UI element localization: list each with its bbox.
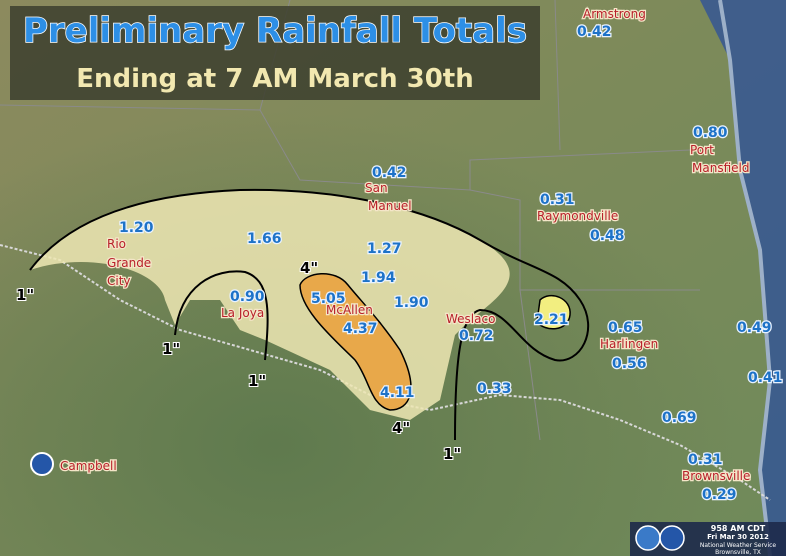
place-name: Brownsville (682, 469, 750, 483)
rainfall-value: 2.21 (534, 312, 569, 328)
stamp-logo (635, 525, 661, 551)
rio-grande (0, 244, 771, 501)
rainfall-value: 0.49 (737, 320, 772, 336)
rainfall-value: 1.27 (367, 241, 402, 257)
rainfall-value: 0.48 (590, 228, 625, 244)
stamp-line: Brownsville, TX (715, 549, 761, 556)
contour-label: 1" (16, 286, 34, 304)
rainfall-value: 0.56 (612, 356, 647, 372)
place-name: Armstrong (583, 7, 646, 21)
place-name: La Joya (221, 306, 264, 320)
rainfall-value: 1.20 (119, 220, 154, 236)
contour-label: 1" (162, 340, 180, 358)
rainfall-value: 0.80 (693, 125, 728, 141)
rainfall-value: 1.94 (361, 270, 396, 286)
place-name: San (365, 181, 388, 195)
place-name: Weslaco (446, 312, 495, 326)
place-name: Mansfield (692, 161, 749, 175)
rainfall-value: 0.65 (608, 320, 643, 336)
place-name: Raymondville (537, 209, 618, 223)
rainfall-value: 0.42 (577, 24, 612, 40)
place-name: Harlingen (600, 337, 658, 351)
rainfall-value: 0.90 (230, 289, 265, 305)
rainfall-value: 1.66 (247, 231, 282, 247)
rainfall-value: 5.05 (311, 291, 346, 307)
rainfall-value: 0.31 (688, 452, 723, 468)
office-label: Campbell (60, 459, 117, 473)
coast (718, 0, 773, 556)
county-lines (0, 0, 700, 441)
rainfall-value: 0.42 (372, 165, 407, 181)
rainfall-value: 1.90 (394, 295, 429, 311)
rainfall-value: 0.72 (459, 328, 494, 344)
rainfall-value: 0.31 (540, 192, 575, 208)
stamp-line: 958 AM CDT (711, 524, 766, 533)
place-name: Rio (107, 237, 126, 251)
place-name: Grande (107, 256, 151, 270)
place-name: McAllen (326, 303, 373, 317)
place-name: Port (690, 143, 714, 157)
title: Preliminary Rainfall Totals (23, 11, 527, 51)
two-inch-area (536, 294, 571, 330)
labels: Armstrong Port Mansfield San Manuel Rio Grande… (15, 6, 784, 505)
rainfall-value: 0.41 (748, 370, 783, 386)
contour-label: 1" (443, 445, 461, 463)
place-name: Manuel (368, 199, 412, 213)
contour-label: 4" (300, 259, 318, 277)
nws-logo (30, 452, 54, 476)
rainfall-value: 0.33 (477, 381, 512, 397)
stamp-line: Fri Mar 30 2012 (707, 533, 769, 541)
rainfall-value: 0.69 (662, 410, 697, 426)
stamp-line: National Weather Service (700, 542, 777, 549)
contour-label: 1" (248, 372, 266, 390)
subtitle: Ending at 7 AM March 30th (76, 64, 474, 94)
one-inch-contour (174, 270, 269, 361)
stamp-logo (659, 525, 685, 551)
title-panel (10, 6, 540, 100)
water (700, 0, 786, 556)
rainfall-value: 4.37 (343, 321, 378, 337)
four-inch-area (299, 272, 412, 411)
rainfall-value: 0.29 (702, 487, 737, 503)
place-name: City (107, 274, 131, 288)
rainfall-value: 4.11 (380, 385, 415, 401)
contour-label: 4" (392, 419, 410, 437)
one-inch-contour (29, 188, 590, 441)
